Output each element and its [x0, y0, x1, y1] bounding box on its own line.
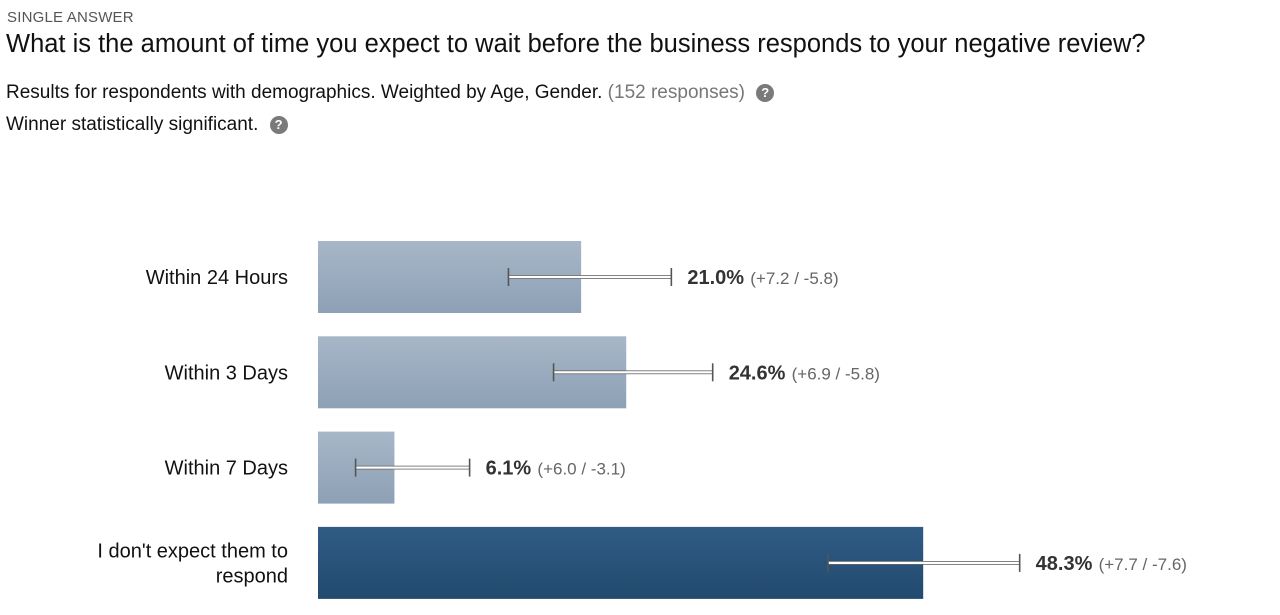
response-count: (152 responses)	[607, 82, 745, 103]
error-bar	[827, 561, 1021, 565]
category-label: Within 3 Days	[165, 362, 288, 384]
significance-note: Winner statistically significant. ?	[6, 114, 288, 136]
value-label: 21.0%	[687, 267, 744, 289]
category-label: Within 24 Hours	[146, 267, 288, 289]
error-label: (+7.2 / -5.8)	[750, 269, 838, 288]
results-description: Results for respondents with demographic…	[6, 82, 775, 104]
value-label: 48.3%	[1036, 553, 1093, 575]
error-bar	[508, 275, 672, 279]
error-bar	[553, 370, 714, 375]
error-label: (+6.9 / -5.8)	[792, 364, 880, 383]
category-label: I don't expect them to respond	[97, 540, 288, 587]
error-label: (+6.0 / -3.1)	[537, 460, 625, 479]
error-bar	[355, 465, 471, 470]
results-text: Results for respondents with demographic…	[6, 82, 603, 103]
category-label: Within 7 Days	[165, 458, 288, 480]
question-circle-icon[interactable]: ?	[269, 116, 288, 134]
question-title: What is the amount of time you expect to…	[6, 30, 1146, 58]
bar	[318, 526, 924, 599]
value-label: 6.1%	[486, 458, 532, 480]
significance-text: Winner statistically significant.	[6, 114, 259, 135]
question-type-label: SINGLE ANSWER	[7, 9, 134, 26]
value-label: 24.6%	[729, 362, 786, 384]
question-circle-icon[interactable]: ?	[756, 84, 775, 102]
error-label: (+7.7 / -7.6)	[1099, 555, 1187, 574]
